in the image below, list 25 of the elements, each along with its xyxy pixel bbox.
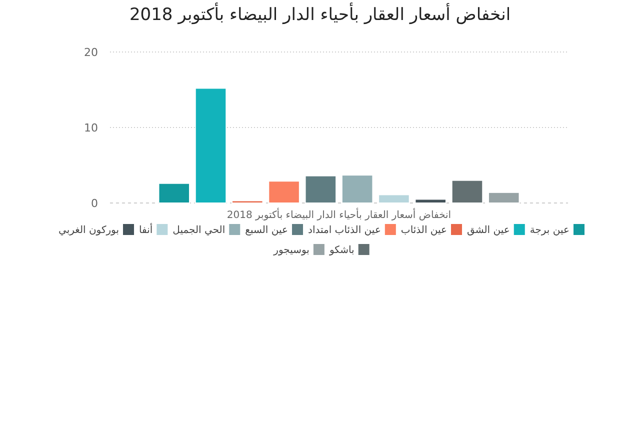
y-tick-label: 20 [84, 46, 98, 59]
legend-label: الحي الجميل [172, 225, 226, 236]
legend-item: عين الشق [467, 224, 525, 236]
legend-item: عين برجة [530, 224, 584, 236]
legend-item: عين الذئاب امتداد [308, 224, 396, 236]
legend-label: عين برجة [530, 225, 570, 236]
legend-item: باشكو [329, 244, 370, 256]
y-tick-label: 10 [84, 122, 98, 134]
legend-label: أنفا [139, 223, 153, 236]
legend-item: عين الذئاب [400, 224, 462, 236]
legend-label: باشكو [328, 245, 354, 256]
legend-label: عين السبع [245, 225, 288, 236]
y-tick-label: 0 [91, 197, 98, 210]
x-tick-label: انخفاض أسعار العقار بأحياء الدار البيضاء بأكتوبر 2018 [226, 207, 452, 221]
legend-item: أنفا [139, 224, 168, 236]
title: انخفاض أسعار العقار بأحياء الدار البيضاء بأكتوبر 2018 [129, 5, 511, 25]
legend-label: عين الشق [467, 225, 510, 236]
legend-label: عين الذئاب [400, 225, 448, 236]
legend-label: بوركون الغربي [58, 225, 120, 236]
legend-item: بوسيجور [274, 244, 324, 256]
legend-label: بوسيجور [272, 245, 310, 256]
legend-item: الحي الجميل [172, 224, 240, 236]
legend-label: عين الذئاب امتداد [308, 225, 381, 236]
legend-item: بوركون الغربي [58, 224, 134, 236]
legend-item: عين السبع [245, 224, 303, 236]
